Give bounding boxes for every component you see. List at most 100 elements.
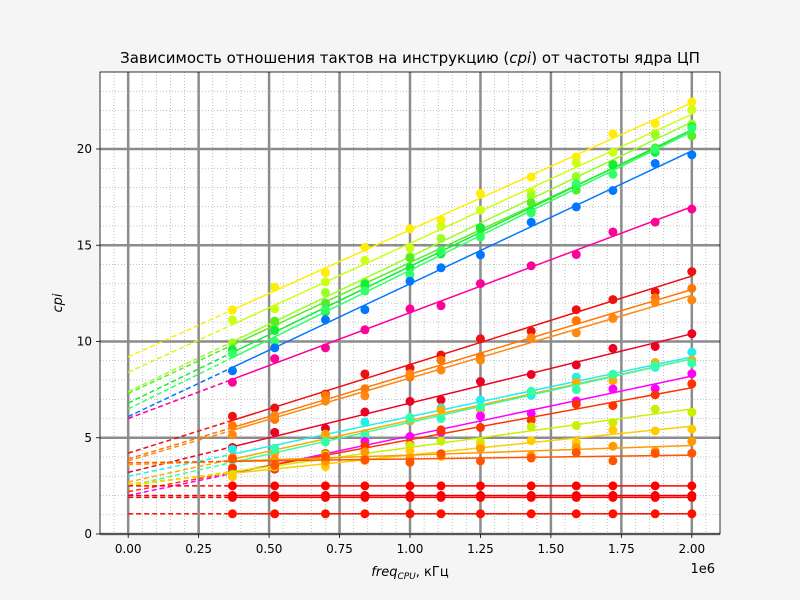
data-point: [320, 287, 330, 297]
data-point: [608, 441, 618, 451]
data-point: [227, 377, 237, 387]
y-axis-label: cpi: [51, 293, 66, 312]
data-point: [608, 376, 618, 386]
data-point: [526, 369, 536, 379]
x-tick-label: 1.75: [608, 542, 635, 556]
fit-line: [232, 288, 693, 429]
extrapolation-line: [128, 446, 233, 474]
data-point: [475, 395, 485, 405]
data-point: [227, 472, 237, 482]
data-point: [227, 366, 237, 376]
data-point: [320, 509, 330, 519]
data-point: [360, 369, 370, 379]
data-point: [526, 408, 536, 418]
extrapolation-line: [127, 426, 233, 460]
data-point: [405, 243, 415, 253]
data-point: [650, 158, 660, 168]
data-point: [650, 297, 660, 307]
data-point: [687, 123, 697, 133]
data-point: [475, 377, 485, 387]
data-point: [436, 263, 446, 273]
data-point: [270, 304, 280, 314]
data-point: [436, 449, 446, 459]
fit-line: [232, 425, 692, 475]
data-point: [571, 171, 581, 181]
data-point: [360, 492, 370, 502]
data-point: [526, 208, 536, 218]
x-tick-label: 0.00: [115, 542, 142, 556]
data-point: [270, 282, 280, 292]
data-point: [526, 481, 536, 491]
data-point: [320, 481, 330, 491]
data-point: [475, 456, 485, 466]
data-point: [270, 354, 280, 364]
data-point: [405, 492, 415, 502]
data-point: [405, 276, 415, 286]
y-tick-label: 5: [84, 431, 92, 445]
data-point: [436, 233, 446, 243]
data-point: [405, 396, 415, 406]
data-point: [405, 457, 415, 467]
data-point: [571, 509, 581, 519]
data-point: [320, 343, 330, 353]
data-point: [608, 343, 618, 353]
data-point: [360, 391, 370, 401]
data-point: [320, 315, 330, 325]
data-point: [475, 422, 485, 432]
data-point: [526, 415, 536, 425]
data-point: [526, 492, 536, 502]
data-point: [360, 255, 370, 265]
data-point: [475, 205, 485, 215]
series-6: [127, 123, 697, 410]
data-point: [436, 355, 446, 365]
x-tick-label: 0.25: [185, 542, 212, 556]
data-point: [650, 426, 660, 436]
x-axis-ticks: 0.00 0.25 0.50 0.75 1.00 1.25 1.50 1.75 2.00: [115, 534, 705, 556]
data-point: [650, 361, 660, 371]
data-point: [650, 509, 660, 519]
data-point: [227, 349, 237, 359]
data-point: [270, 325, 280, 335]
data-point: [405, 304, 415, 314]
data-point: [687, 436, 697, 446]
data-point: [405, 253, 415, 263]
data-point: [571, 158, 581, 168]
data-point: [475, 334, 485, 344]
data-point: [650, 144, 660, 154]
extrapolation-line: [127, 344, 233, 395]
data-point: [227, 463, 237, 473]
data-point: [320, 437, 330, 447]
data-point: [687, 283, 697, 293]
data-point: [227, 430, 237, 440]
data-point: [571, 421, 581, 431]
data-point: [571, 328, 581, 338]
data-point: [608, 418, 618, 428]
data-point: [526, 453, 536, 463]
data-point: [405, 509, 415, 519]
data-point: [227, 411, 237, 421]
data-point: [227, 338, 237, 348]
data-point: [405, 413, 415, 423]
data-point: [526, 191, 536, 201]
x-axis-label: freqCPU, кГц: [371, 565, 449, 582]
data-point: [526, 172, 536, 182]
data-point: [687, 407, 697, 417]
extrapolation-line: [128, 453, 233, 477]
data-point: [608, 401, 618, 411]
data-point: [687, 347, 697, 357]
data-point: [270, 492, 280, 502]
data-point: [475, 189, 485, 199]
data-point: [608, 160, 618, 170]
data-point: [687, 204, 697, 214]
data-point: [270, 427, 280, 437]
data-point: [360, 242, 370, 252]
data-point: [405, 369, 415, 379]
y-tick-label: 15: [77, 238, 92, 252]
data-point: [687, 369, 697, 379]
data-point: [608, 227, 618, 237]
fit-line: [232, 121, 693, 343]
data-point: [405, 481, 415, 491]
data-point: [227, 509, 237, 519]
data-point: [608, 492, 618, 502]
chart-title: Зависимость отношения тактов на инструкц…: [120, 49, 700, 67]
